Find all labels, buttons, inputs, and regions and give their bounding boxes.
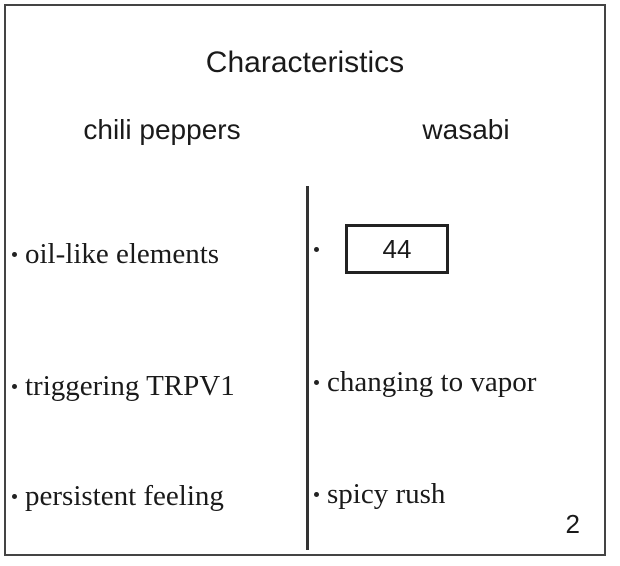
bullet-icon — [12, 252, 17, 257]
answer-box: 44 — [345, 224, 449, 274]
list-item: 44 — [314, 224, 449, 274]
column-header-chili-peppers: chili peppers — [83, 114, 241, 145]
list-item-text: oil-like elements — [25, 238, 220, 270]
column-header-wasabi: wasabi — [422, 114, 510, 145]
list-item: changing to vapor — [314, 366, 536, 399]
bullet-icon — [314, 492, 319, 497]
list-item-text: changing to vapor — [327, 366, 537, 398]
page-number: 2 — [565, 509, 580, 539]
bullet-icon — [12, 384, 17, 389]
bullet-icon — [314, 246, 319, 252]
bullet-icon — [12, 494, 17, 499]
list-item: oil-like elements — [12, 238, 219, 271]
table-title: Characteristics — [205, 46, 405, 79]
list-item-text: spicy rush — [327, 478, 446, 510]
table-frame: Characteristics chili peppers wasabi oil… — [4, 4, 606, 556]
list-item-text: persistent feeling — [25, 480, 224, 512]
list-item-text: triggering TRPV1 — [25, 370, 235, 402]
column-divider — [306, 186, 309, 550]
list-item: spicy rush — [314, 478, 445, 511]
list-item: persistent feeling — [12, 480, 224, 513]
bullet-icon — [314, 380, 319, 385]
list-item: triggering TRPV1 — [12, 370, 235, 403]
